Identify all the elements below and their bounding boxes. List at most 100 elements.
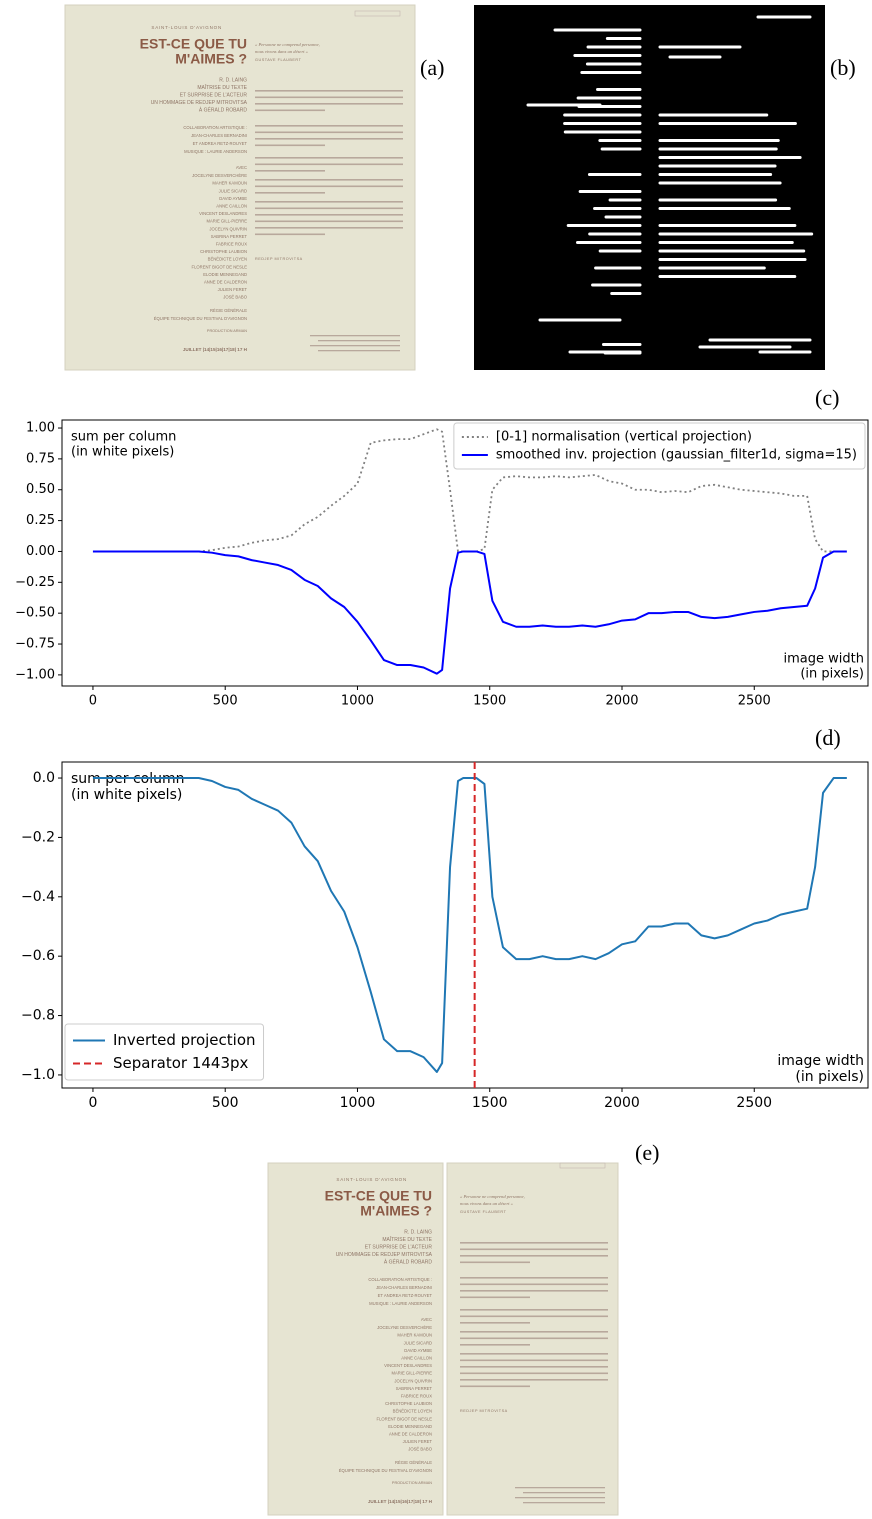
x-axis-label: (in pixels) (800, 667, 864, 682)
poster-text: nous vivons dans un désert » (255, 49, 309, 54)
x-axis-label: image width (784, 652, 864, 667)
poster-text: ANNE CAILLON (216, 204, 247, 209)
binary-image (474, 5, 825, 370)
y-tick-label: 0.00 (26, 544, 55, 559)
poster-text: FABRICE ROUX (216, 242, 247, 247)
poster-text: JEAN-CHARLES BERNADINI (376, 1285, 432, 1290)
paragraph-line (255, 233, 325, 236)
poster-text: ET SURPRISE DE L'ACTEUR (180, 92, 248, 98)
poster-text: UN HOMMAGE DE REDJEP MITROVITSA (151, 100, 248, 106)
paragraph-line (255, 227, 403, 229)
paragraph-line (255, 157, 403, 159)
paragraph-line (255, 192, 325, 194)
paragraph-line (460, 1366, 608, 1368)
y-axis-label: (in white pixels) (71, 445, 174, 460)
plot-frame (61, 761, 869, 1089)
poster-text: MUSIQUE : LAURIE ANDERSON (184, 149, 247, 154)
poster-text: JULIE SICARD (219, 188, 247, 193)
poster-text: R. D. LAING (404, 1229, 432, 1235)
poster-text: AVEC (236, 165, 247, 170)
poster-text: ELODIE MENNEGAND (203, 272, 247, 277)
paragraph-line (255, 125, 403, 127)
poster-text: FLORENT BIGOT DE NESLE (192, 264, 248, 269)
poster-left-page (267, 1162, 444, 1516)
x-tick-label: 2000 (605, 694, 638, 709)
legend-box (64, 1023, 265, 1081)
poster-text: JOCELYNE DESVERCHÈRE (377, 1325, 432, 1330)
y-tick-label: −0.2 (21, 829, 55, 845)
paragraph-line (460, 1315, 608, 1318)
y-axis-label: sum per column (71, 430, 176, 445)
paragraph-line (460, 1344, 530, 1346)
paragraph-line (460, 1379, 608, 1381)
poster-text: VINCENT DESLANDRES (199, 211, 247, 216)
poster-text: JOCELYN QUIVRIN (209, 226, 247, 231)
poster-text: JUILLET |14|15|16|17|18| 17 H (183, 347, 248, 352)
x-tick-label: 2500 (738, 694, 771, 709)
y-tick-label: −1.0 (21, 1067, 55, 1083)
note-line (310, 335, 400, 337)
poster-text: UN HOMMAGE DE REDJEP MITROVITSA (336, 1252, 433, 1258)
x-tick-label: 500 (213, 694, 238, 709)
poster-text: DAVID AYMBE (404, 1348, 432, 1353)
series-line (92, 428, 847, 553)
y-tick-label: 1.00 (26, 421, 55, 436)
poster-text: PRODUCTION ARMAN (207, 329, 247, 333)
panel-label: (d) (815, 725, 841, 750)
poster-text: AVEC (421, 1317, 432, 1322)
paragraph-line (460, 1277, 608, 1279)
poster-text: RÉGIE GÉNÉRALE (210, 308, 247, 313)
paragraph-line (460, 1353, 608, 1355)
poster-text: R. D. LAING (219, 77, 247, 83)
paragraph-line (255, 179, 403, 181)
y-tick-label: −0.6 (21, 948, 55, 964)
poster-text: SAINT-LOUIS D'AVIGNON (151, 25, 222, 30)
poster-text: REDJEP MITROVITSA (460, 1409, 508, 1413)
paragraph-line (255, 109, 325, 112)
x-tick-label: 2000 (604, 1095, 640, 1111)
poster-text: M'AIMES ? (360, 1203, 432, 1219)
poster-text: MAHER KAMOUN (212, 181, 247, 186)
x-tick-label: 2500 (736, 1095, 772, 1111)
note-line (310, 345, 400, 347)
y-tick-label: −0.8 (21, 1008, 55, 1024)
paragraph-line (255, 144, 325, 147)
poster-text: DAVID AYMBE (219, 196, 247, 201)
legend-label: [0-1] normalisation (vertical projection… (496, 430, 752, 445)
paragraph-line (460, 1255, 608, 1257)
note-line (515, 1497, 605, 1499)
plot-frame (61, 419, 869, 687)
y-tick-label: −0.25 (15, 575, 55, 590)
poster-text: ANNE DE CALDERON (204, 280, 247, 285)
paragraph-line (460, 1322, 530, 1324)
paragraph-line (460, 1296, 530, 1299)
poster-text: JULIE SICARD (404, 1340, 432, 1345)
poster-text: BÉNÉDICTE LOYEN (208, 257, 247, 262)
poster-text: MARIE GILL-PIERRE (207, 219, 248, 224)
paragraph-line (460, 1337, 608, 1340)
panel-label: (c) (815, 385, 839, 410)
x-tick-label: 1500 (473, 694, 506, 709)
poster-text: REDJEP MITROVITSA (255, 257, 303, 261)
x-tick-label: 1500 (472, 1095, 508, 1111)
series-line (92, 777, 847, 1073)
x-tick-label: 1000 (340, 1095, 376, 1111)
poster-text: COLLABORATION ARTISTIQUE : (368, 1277, 432, 1282)
series-line (92, 550, 847, 675)
poster-text: ET SURPRISE DE L'ACTEUR (365, 1244, 433, 1250)
poster-text: GUSTAVE FLAUBERT (255, 58, 302, 62)
poster-text: « Personne ne comprend personne, (460, 1194, 525, 1200)
poster-page (64, 4, 416, 371)
poster-text: PRODUCTION ARMAN (392, 1481, 432, 1485)
paragraph-line (255, 90, 403, 92)
y-tick-label: −0.4 (21, 889, 55, 905)
poster-text: JULIEN FERET (403, 1439, 433, 1444)
paragraph-line (460, 1290, 608, 1292)
poster-text: EST-CE QUE TU (140, 36, 247, 52)
handwriting (559, 1162, 606, 1169)
poster-text: VINCENT DESLANDRES (384, 1363, 432, 1368)
y-tick-label: 0.0 (33, 770, 55, 786)
poster-text: JOSÉ BABO (408, 1447, 432, 1452)
paragraph-line (460, 1372, 608, 1375)
